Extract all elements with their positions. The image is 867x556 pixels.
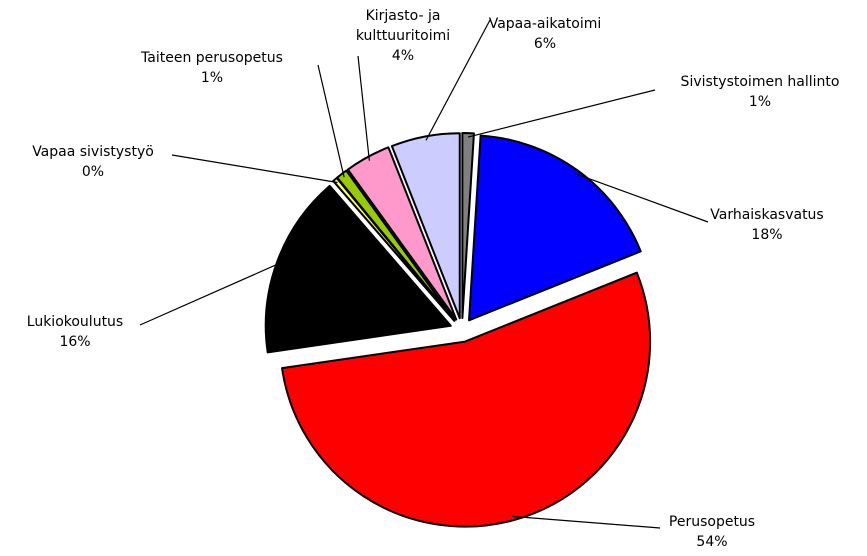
leader-line	[357, 55, 370, 161]
leader-line	[574, 173, 709, 223]
slice-label: Vapaa sivistystyö 0%	[32, 142, 154, 182]
pie-slice	[264, 184, 452, 354]
slice-label: Kirjasto- ja kulttuuritoimi 4%	[348, 6, 458, 66]
value-label: 1%	[200, 70, 224, 86]
leader-line	[512, 515, 661, 529]
slice-label: Vapaa-aikatoimi 6%	[489, 14, 602, 54]
category-label: Vapaa-aikatoimi	[488, 16, 602, 32]
pie-slice	[281, 271, 652, 528]
category-label: Vapaa sivistystyö	[32, 144, 154, 160]
pie-slice	[346, 146, 458, 321]
category-label: Perusopetus	[668, 514, 756, 530]
value-label: 16%	[59, 334, 91, 350]
value-label: 0%	[81, 164, 105, 180]
pie-slice	[336, 169, 456, 322]
category-label: Kirjasto- ja kulttuuritoimi	[355, 8, 451, 44]
category-label: Varhaiskasvatus	[710, 207, 824, 223]
slice-label: Varhaiskasvatus 18%	[710, 205, 823, 245]
pie-slice	[390, 132, 461, 320]
value-label: 6%	[533, 36, 557, 52]
slice-label: Taiteen perusopetus 1%	[141, 48, 283, 88]
value-label: 1%	[748, 94, 772, 110]
category-label: Sivistystoimen hallinto	[680, 74, 840, 90]
value-label: 18%	[751, 227, 783, 243]
leader-line	[317, 64, 345, 178]
pie-slice	[461, 132, 475, 320]
slice-label: Sivistystoimen hallinto 1%	[681, 72, 840, 112]
leader-line	[171, 154, 338, 184]
value-label: 54%	[696, 534, 728, 550]
slice-label: Lukiokoulutus 16%	[27, 312, 123, 352]
category-label: Lukiokoulutus	[26, 314, 124, 330]
leader-line	[139, 262, 282, 326]
slice-label: Perusopetus 54%	[669, 512, 755, 552]
value-label: 4%	[391, 48, 415, 64]
leader-line	[425, 19, 491, 141]
leader-line	[467, 89, 656, 138]
category-label: Taiteen perusopetus	[141, 50, 283, 66]
pie-slice	[468, 134, 642, 322]
